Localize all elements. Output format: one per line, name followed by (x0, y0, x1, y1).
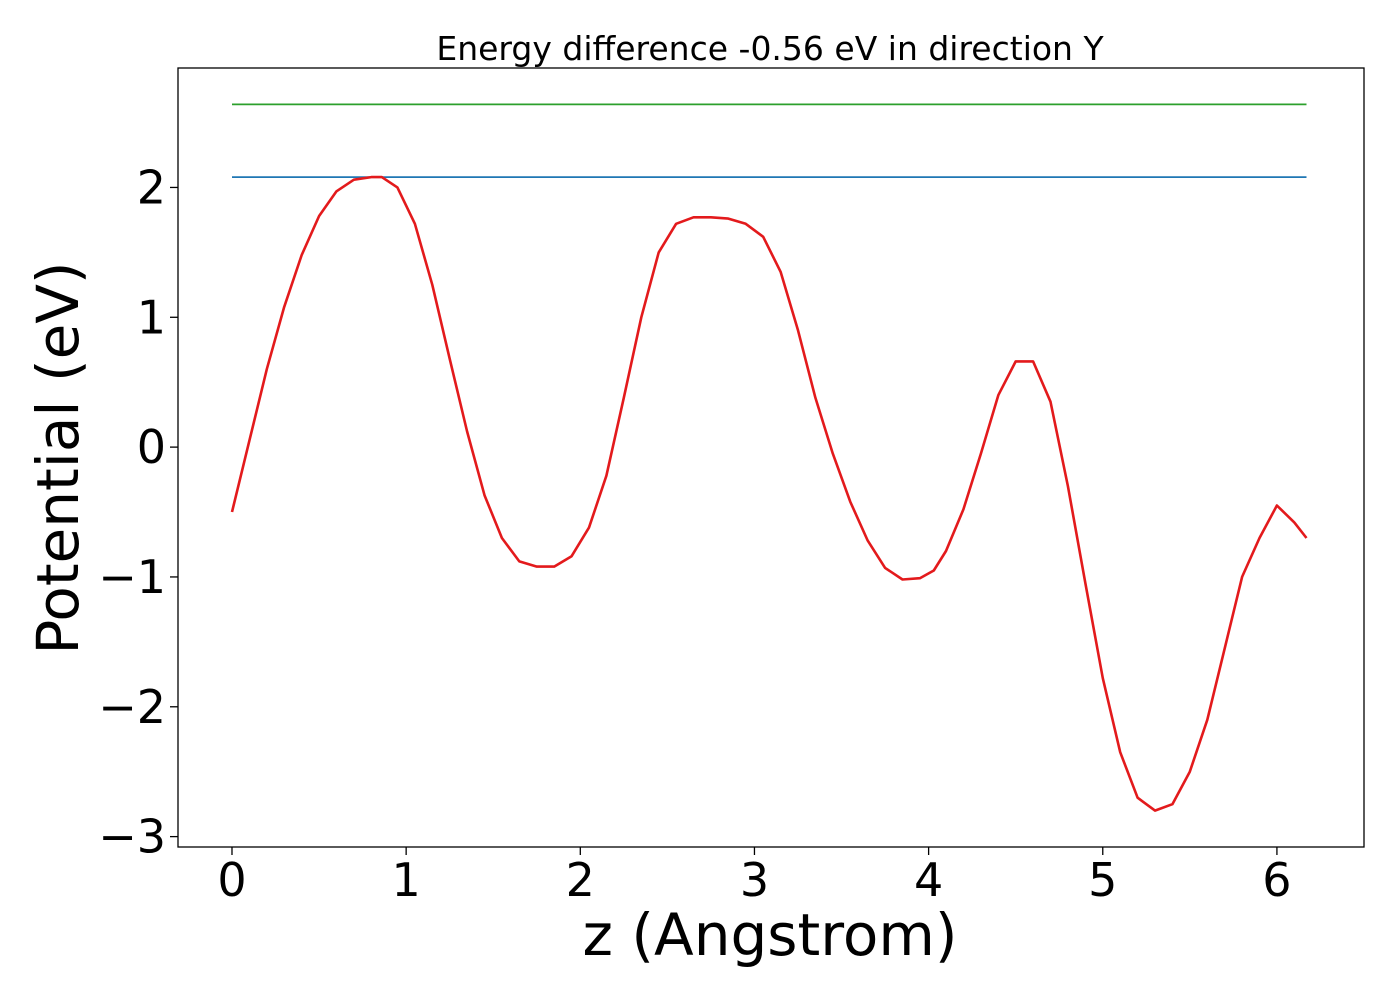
y-axis-ticks: −3 −2 −1 0 1 2 (98, 160, 178, 864)
x-tick-label: 4 (914, 853, 943, 907)
y-tick-label: 0 (137, 420, 166, 474)
chart-title: Energy difference -0.56 eV in direction … (436, 29, 1104, 68)
y-tick-label: 1 (137, 290, 166, 344)
x-tick-label: 1 (392, 853, 421, 907)
x-tick-label: 3 (740, 853, 769, 907)
plot-frame (177, 67, 1365, 848)
y-axis-label: Potential (eV) (24, 261, 92, 654)
x-axis-ticks: 0 1 2 3 4 5 6 (217, 847, 1292, 907)
x-axis-label: z (Angstrom) (583, 901, 958, 969)
x-tick-label: 0 (217, 853, 246, 907)
potential-curve (230, 175, 1308, 812)
x-tick-label: 2 (566, 853, 595, 907)
y-tick-label: −3 (98, 810, 166, 864)
x-tick-label: 5 (1088, 853, 1117, 907)
y-tick-label: 2 (137, 160, 166, 214)
y-tick-label: −2 (98, 680, 166, 734)
x-tick-label: 6 (1262, 853, 1291, 907)
series-group (230, 103, 1308, 812)
y-tick-label: −1 (98, 550, 166, 604)
